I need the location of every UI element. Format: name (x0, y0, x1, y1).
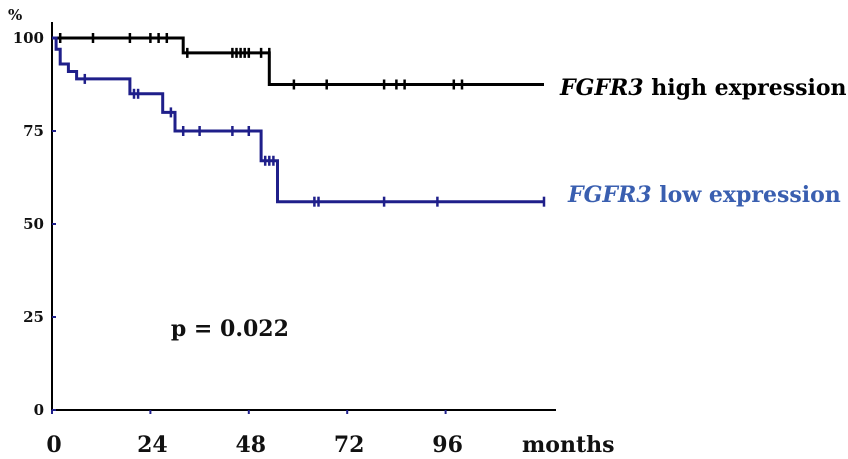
p-value-annotation: p = 0.022 (171, 316, 289, 342)
survival-curve-high-expression (52, 36, 544, 86)
series-low-expression (52, 36, 546, 207)
x-tick-label: 48 (235, 432, 266, 458)
series-label-name: high expression (644, 75, 847, 101)
x-tick-label: 72 (334, 432, 365, 458)
series-label: FGFR3 low expression (567, 182, 841, 208)
annotations: p = 0.022 (171, 316, 289, 342)
y-tick-label: 25 (23, 308, 44, 326)
series-high-expression (52, 33, 544, 90)
x-tick-label: 96 (432, 432, 463, 458)
y-axis-label: % (8, 6, 22, 24)
series-label-name: low expression (652, 182, 841, 208)
y-tick-label: 0 (34, 401, 44, 419)
survival-curve-low-expression (52, 36, 544, 204)
series-layer (52, 33, 546, 207)
y-tick-label: 75 (23, 122, 44, 140)
axes (51, 22, 556, 411)
y-tick-label: 100 (13, 29, 44, 47)
x-axis-label: months (522, 432, 615, 458)
series-label-gene: FGFR3 (567, 182, 652, 208)
x-tick-label: 24 (137, 432, 168, 458)
x-tick-labels: 0 24 48 72 96 (46, 410, 463, 458)
x-tick-label: 0 (46, 432, 61, 458)
series-label-gene: FGFR3 (559, 75, 644, 101)
y-tick-label: 50 (23, 215, 44, 233)
series-label: FGFR3 high expression (559, 75, 847, 101)
y-tick-labels: 0 25 50 75 100 (13, 29, 56, 419)
